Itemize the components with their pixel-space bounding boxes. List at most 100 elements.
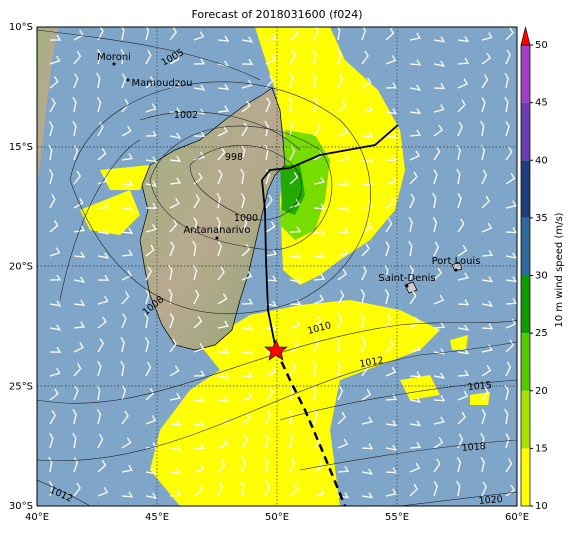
wind-barb <box>73 299 86 307</box>
wind-barb <box>169 313 175 329</box>
wind-barb <box>73 197 84 209</box>
wind-barb <box>361 265 367 281</box>
wind-barb <box>145 289 150 305</box>
wind-barb <box>217 396 230 403</box>
wind-barb <box>144 336 150 353</box>
wind-barb <box>337 313 342 329</box>
wind-barb <box>217 459 226 473</box>
wind-barb <box>216 216 221 233</box>
wind-barb <box>169 198 180 209</box>
wind-barb <box>289 362 297 377</box>
lon-label: 45°E <box>145 512 169 523</box>
wind-barb <box>73 363 82 377</box>
wind-barb <box>313 203 326 210</box>
wind-barb <box>193 464 205 473</box>
wind-barb <box>169 468 182 475</box>
wind-barb <box>457 121 463 137</box>
wind-barb <box>409 317 420 329</box>
colorbar-segment <box>521 390 530 449</box>
wind-barb <box>241 79 253 89</box>
wind-barb <box>385 196 395 209</box>
wind-barb <box>409 371 422 378</box>
wind-barb <box>385 176 397 185</box>
contour-label: 1002 <box>174 110 198 121</box>
wind-barb <box>265 97 271 113</box>
lon-label: 40°E <box>25 512 49 523</box>
wind-barb <box>192 264 198 281</box>
wind-barb <box>145 202 158 209</box>
wind-barb <box>50 34 62 41</box>
wind-barb <box>433 372 446 379</box>
wind-barb <box>361 337 366 353</box>
track-forecast <box>274 349 347 506</box>
wind-barb <box>265 275 278 282</box>
wind-barb <box>385 366 397 377</box>
wind-barbs <box>48 27 517 499</box>
wind-barb <box>169 489 182 497</box>
colorbar-segment <box>521 45 530 103</box>
wind-barb <box>97 487 109 497</box>
wind-barb <box>241 217 248 233</box>
wind-barb <box>337 248 349 257</box>
wind-barb <box>241 100 251 113</box>
wind-barb <box>457 324 470 331</box>
wind-barb <box>193 194 200 209</box>
wind-barb <box>73 321 85 329</box>
wind-barb <box>361 389 372 401</box>
wind-barb <box>241 243 251 257</box>
wind-barb <box>121 464 133 473</box>
wind-barb <box>265 54 276 65</box>
wind-barb <box>457 218 465 233</box>
wind-barb <box>505 146 513 161</box>
wind-barb <box>409 290 417 305</box>
wind-barb <box>289 28 299 41</box>
wind-barb <box>360 312 365 329</box>
wind-barb <box>217 169 223 185</box>
wind-barb <box>96 384 101 401</box>
wind-barb <box>49 388 59 401</box>
wind-barb <box>265 324 278 331</box>
colorbar-segment <box>521 275 530 334</box>
wind-barb <box>361 492 374 499</box>
wind-barb <box>73 170 81 185</box>
colorbar-extend <box>520 26 531 46</box>
wind-barb <box>265 387 274 401</box>
wind-barb <box>385 27 395 41</box>
wind-barb <box>265 248 277 257</box>
wind-barb <box>313 122 321 137</box>
wind-barb <box>313 337 319 353</box>
contour-label: 998 <box>225 152 243 163</box>
wind-barb <box>385 132 398 139</box>
wind-barb <box>96 96 102 113</box>
wind-barb <box>73 225 85 233</box>
wind-barb <box>505 276 517 283</box>
wind-barb <box>97 202 110 209</box>
wind-barb <box>385 420 398 427</box>
wind-barb <box>49 121 54 137</box>
wind-barb <box>49 410 56 425</box>
wind-barb <box>193 443 206 450</box>
lon-label: 60°E <box>505 512 529 523</box>
wind-barb <box>481 52 491 65</box>
wind-barb <box>72 432 77 449</box>
wind-barb <box>504 384 509 401</box>
city-markers <box>112 62 458 288</box>
wind-barb <box>337 227 350 234</box>
wind-barb <box>481 169 488 185</box>
wind-barb <box>193 484 203 497</box>
wind-barb <box>169 241 175 257</box>
wind-barb <box>505 484 515 497</box>
axis-labels: 10°S 15°S 20°S 25°S 30°S40°E 45°E 50°E 55°E 60°E <box>9 22 529 523</box>
wind-barb <box>49 324 62 331</box>
wind-barb <box>120 336 125 353</box>
wind-barb <box>145 49 152 65</box>
wind-barb <box>193 108 206 115</box>
wind-barb <box>49 346 62 353</box>
wind-barb <box>168 264 173 281</box>
wind-barb <box>193 31 205 41</box>
wind-barb <box>289 276 302 283</box>
wind-barb <box>457 272 469 281</box>
wind-barb <box>409 441 422 449</box>
map-area: Moroni Mamoudzou Antananarivo Saint-Deni… <box>37 27 517 506</box>
wind-barb <box>457 245 468 257</box>
